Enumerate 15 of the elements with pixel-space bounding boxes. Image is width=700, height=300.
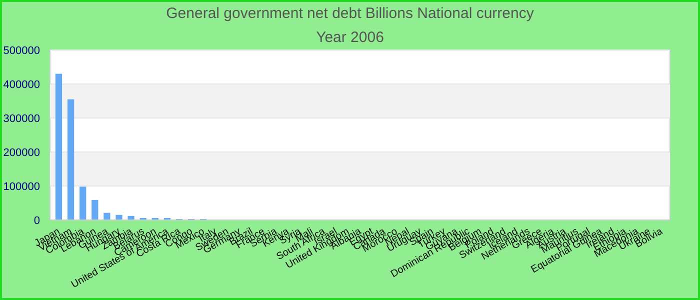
bar <box>116 214 122 220</box>
bar <box>67 99 74 220</box>
bar <box>55 74 62 220</box>
y-tick-label: 500000 <box>3 44 40 57</box>
chart-subtitle: Year 2006 <box>316 29 384 46</box>
chart-title: General government net debt Billions National currency <box>166 5 534 22</box>
y-tick-label: 0 <box>34 214 40 227</box>
bar <box>128 216 134 220</box>
y-tick-label: 300000 <box>3 112 40 125</box>
y-tick-label: 200000 <box>3 146 40 159</box>
y-tick-label: 100000 <box>3 180 40 193</box>
y-tick-label: 400000 <box>3 78 40 91</box>
bar <box>104 212 110 220</box>
bar <box>80 186 86 220</box>
bar <box>92 200 98 220</box>
